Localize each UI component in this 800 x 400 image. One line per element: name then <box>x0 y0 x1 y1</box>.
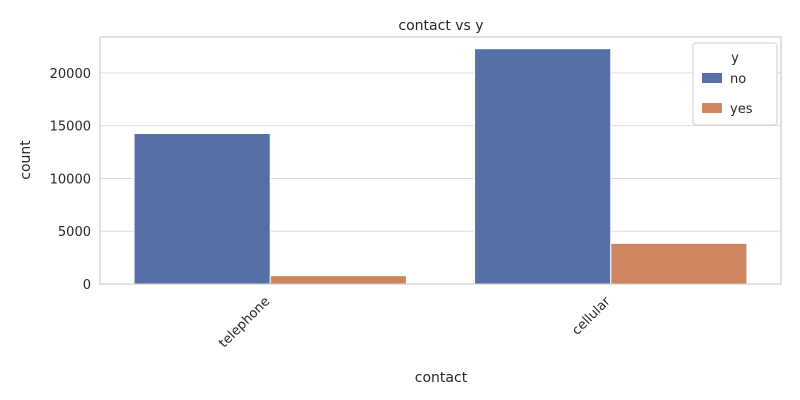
y-tick-label: 5000 <box>58 225 91 240</box>
legend-swatch-no <box>702 73 722 83</box>
x-ticks: telephone cellular <box>216 294 614 351</box>
y-axis-label: count <box>18 140 34 180</box>
y-tick-label: 20000 <box>50 67 91 82</box>
chart-title: contact vs y <box>398 18 483 34</box>
y-tick-label: 0 <box>83 278 91 293</box>
y-tick-label: 15000 <box>50 120 91 135</box>
y-tick-label: 10000 <box>50 172 91 187</box>
bar-cellular-no <box>474 48 612 285</box>
x-tick-label: telephone <box>216 294 273 351</box>
legend-title: y <box>731 51 739 66</box>
legend-label-yes: yes <box>730 102 753 117</box>
legend-label-no: no <box>730 72 746 87</box>
bars <box>133 48 748 285</box>
legend: y no yes <box>692 42 778 126</box>
legend-swatch-yes <box>702 103 722 113</box>
bar-telephone-no <box>133 133 271 285</box>
y-ticks: 0 5000 10000 15000 20000 <box>50 67 91 293</box>
x-axis-label: contact <box>415 370 468 386</box>
bar-telephone-yes <box>269 275 407 285</box>
plot-frame <box>99 36 782 285</box>
bar-cellular-yes <box>610 242 748 285</box>
x-tick-label: cellular <box>569 294 614 339</box>
